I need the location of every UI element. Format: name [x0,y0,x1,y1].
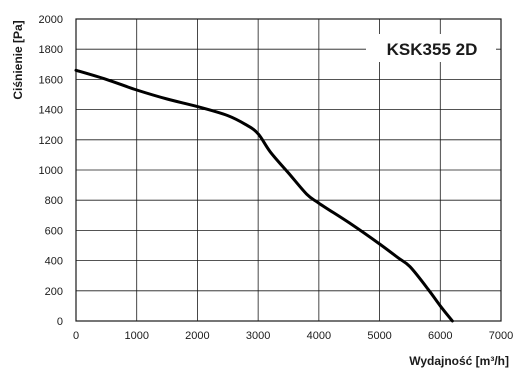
x-tick-label: 2000 [185,330,209,342]
x-tick-label: 6000 [428,330,452,342]
y-tick-label: 800 [45,195,63,207]
x-tick-label: 7000 [489,330,513,342]
x-tick-label: 4000 [307,330,331,342]
y-tick-label: 1800 [39,44,63,56]
model-label-box [366,34,496,62]
series-line [74,68,454,323]
model-label: KSK355 2D [387,40,478,59]
y-tick-label: 1200 [39,135,63,147]
x-tick-label: 3000 [246,330,270,342]
y-tick-label: 2000 [39,14,63,26]
grid-lines [75,18,502,322]
x-axis-title: Wydajność [m³/h] [409,354,509,368]
y-axis-title: Ciśnienie [Pa] [11,20,25,99]
y-tick-label: 1600 [39,74,63,86]
y-tick-label: 600 [45,225,63,237]
y-tick-label: 400 [45,256,63,268]
y-tick-label: 1400 [39,105,63,117]
y-tick-label: 200 [45,286,63,298]
plot-frame [75,18,502,322]
y-tick-labels: 0 200 400 600 800 1000 1200 1400 1600 1800 2000 [39,14,63,328]
x-tick-label: 1000 [124,330,148,342]
x-tick-label: 0 [73,330,79,342]
y-tick-label: 1000 [39,165,63,177]
x-tick-labels: 0 1000 2000 3000 4000 5000 6000 7000 [73,330,513,342]
x-tick-label: 5000 [367,330,391,342]
y-tick-label: 0 [57,316,63,328]
